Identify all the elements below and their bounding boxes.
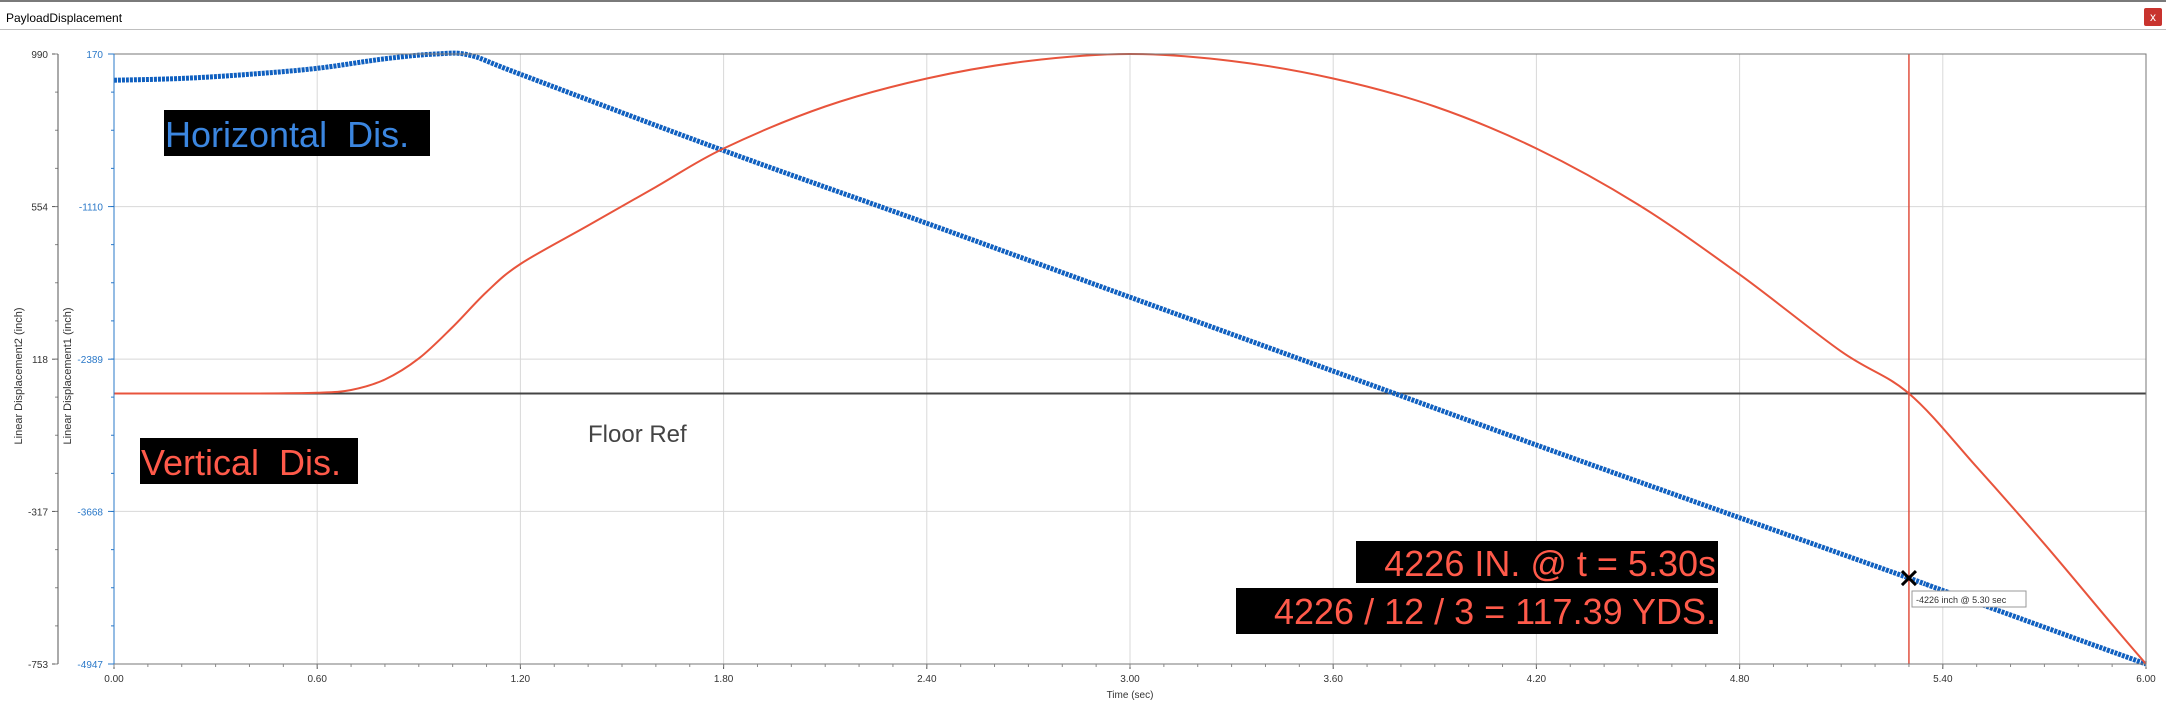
y-outer-tick-label: 118	[32, 355, 48, 366]
y-outer-tick-label: 554	[31, 203, 48, 214]
floor-ref-label: Floor Ref	[588, 421, 687, 448]
vertical-label-bg	[140, 438, 358, 484]
y-inner-tick-label: -3668	[77, 507, 103, 518]
series-lines	[113, 50, 2147, 667]
close-button[interactable]: x	[2144, 8, 2162, 26]
x-tick-label: 4.80	[1730, 674, 1750, 685]
y-inner-tick-label: -2389	[77, 355, 103, 366]
y-axis-label-inner: Linear Displacement1 (inch)	[62, 308, 74, 445]
y-inner-tick-label: -1110	[79, 203, 104, 214]
y-inner-tick-label: 170	[86, 50, 103, 61]
x-tick-label: 3.60	[1323, 674, 1343, 685]
result-line2-bg	[1236, 588, 1718, 634]
y-outer-tick-label: -317	[28, 507, 48, 518]
axes: 0.00 0.60 1.20 1.80 2.40 3.00 3.60 4.20 4.80 5.40…	[28, 50, 2156, 685]
x-tick-label: 0.00	[104, 674, 124, 685]
cursor-x-icon[interactable]	[1900, 569, 1917, 587]
x-tick-label: 4.20	[1527, 674, 1547, 685]
x-tick-label: 1.20	[511, 674, 531, 685]
y-outer-tick-label: 990	[31, 50, 48, 61]
result-line2: 4226 / 12 / 3 = 117.39 YDS.	[1274, 591, 1716, 632]
y-outer-tick-label: -753	[28, 660, 48, 671]
x-tick-label: 3.00	[1120, 674, 1140, 685]
x-tick-label: 5.40	[1933, 674, 1953, 685]
vertical-dis-label: Vertical Dis.	[141, 442, 341, 483]
x-axis-label: Time (sec)	[1107, 690, 1154, 701]
cursor-tooltip-text: -4226 inch @ 5.30 sec	[1916, 595, 2007, 605]
horizontal-label-bg	[164, 110, 430, 156]
cursor-marker[interactable]	[1900, 54, 1917, 664]
y-inner-tick-label: -4947	[77, 660, 103, 671]
horizontal-displacement-series	[113, 50, 2147, 667]
horizontal-dis-label: Horizontal Dis.	[165, 114, 409, 155]
y-axis-label-outer: Linear Displacement2 (inch)	[13, 308, 25, 445]
result-line1: 4226 IN. @ t = 5.30s	[1384, 543, 1716, 584]
x-tick-label: 1.80	[714, 674, 734, 685]
window-titlebar: PayloadDisplacement x	[0, 0, 2166, 30]
x-tick-label: 6.00	[2136, 674, 2156, 685]
x-tick-label: 2.40	[917, 674, 937, 685]
cursor-tooltip: -4226 inch @ 5.30 sec	[1911, 590, 2027, 608]
window-title: PayloadDisplacement	[6, 11, 123, 25]
x-tick-label: 0.60	[307, 674, 327, 685]
result-line1-bg	[1356, 541, 1718, 583]
